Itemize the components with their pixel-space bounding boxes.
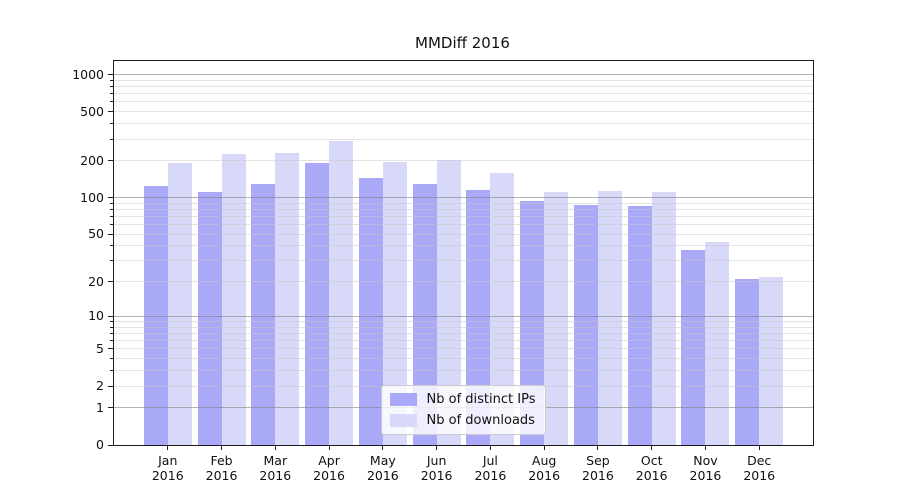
x-tick-label: Sep 2016: [582, 453, 614, 483]
x-tick-label: Dec 2016: [743, 453, 776, 483]
bar-distinct_ips-oct: [627, 206, 652, 445]
legend: Nb of distinct IPs Nb of downloads: [380, 385, 547, 435]
bar-distinct_ips-feb: [197, 191, 222, 445]
y-tick-label: 20: [88, 273, 104, 289]
y-minor-tick-mark: [110, 321, 113, 323]
y-minor-tick-mark: [110, 79, 113, 81]
legend-label-distinct-ips: Nb of distinct IPs: [426, 392, 536, 407]
bar-distinct_ips-nov: [681, 250, 706, 445]
y-tick-label: 1: [96, 399, 104, 415]
x-tick-label: Mar 2016: [259, 453, 292, 483]
y-tick-label: 5: [96, 340, 104, 356]
y-minor-tick-mark: [110, 202, 113, 204]
x-tick-mark: [274, 446, 276, 450]
y-minor-tick-mark: [110, 340, 113, 342]
x-tick-label: Jan 2016: [151, 453, 184, 483]
y-minor-tick-mark: [110, 138, 113, 140]
x-tick-mark: [328, 446, 330, 450]
bar-downloads-aug: [544, 192, 569, 445]
y-tick-label: 2: [96, 378, 104, 394]
y-tick-label: 200: [80, 152, 104, 168]
plot-area: Nb of distinct IPs Nb of downloads 0 1 2 5 1…: [72, 60, 814, 483]
y-tick-mark: [108, 197, 113, 199]
y-tick-mark: [108, 407, 113, 409]
x-tick-mark: [758, 446, 760, 450]
y-tick-label: 100: [80, 189, 104, 205]
y-minor-tick-mark: [110, 215, 113, 217]
x-tick-label: May 2016: [366, 453, 399, 483]
y-tick-label: 50: [88, 226, 104, 242]
y-minor-tick-mark: [110, 260, 113, 262]
bar-distinct_ips-apr: [305, 163, 330, 445]
x-tick-mark: [489, 446, 491, 450]
y-tick-mark: [108, 160, 113, 162]
y-tick-label: 10: [88, 308, 104, 324]
y-minor-tick-mark: [110, 326, 113, 328]
bar-downloads-apr: [329, 140, 354, 445]
bar-downloads-mar: [275, 153, 300, 445]
x-tick-mark: [704, 446, 706, 450]
x-tick-mark: [597, 446, 599, 450]
x-tick-mark: [436, 446, 438, 450]
y-tick-label: 500: [80, 103, 104, 119]
x-tick-label: Apr 2016: [313, 453, 345, 483]
y-tick-mark: [108, 111, 113, 113]
legend-row-distinct-ips: Nb of distinct IPs: [389, 392, 536, 407]
bar-downloads-dec: [759, 276, 784, 445]
chart-title: MMDiff 2016: [415, 34, 510, 52]
x-tick-label: Jul 2016: [474, 453, 507, 483]
x-tick-label: Nov 2016: [689, 453, 722, 483]
bar-downloads-feb: [221, 153, 246, 445]
legend-swatch-distinct-ips: [389, 393, 417, 406]
y-minor-tick-mark: [110, 358, 113, 360]
y-tick-mark: [108, 233, 113, 235]
y-minor-tick-mark: [110, 370, 113, 372]
bar-downloads-oct: [651, 192, 676, 445]
bar-distinct_ips-dec: [735, 279, 760, 445]
x-tick-label: Feb 2016: [205, 453, 238, 483]
y-tick-mark: [108, 74, 113, 76]
y-tick-mark: [108, 315, 113, 317]
legend-row-downloads: Nb of downloads: [389, 413, 536, 428]
x-tick-label: Oct 2016: [635, 453, 668, 483]
x-tick-label: Aug 2016: [528, 453, 561, 483]
legend-label-downloads: Nb of downloads: [426, 413, 535, 428]
x-tick-mark: [651, 446, 653, 450]
y-tick-mark: [108, 444, 113, 446]
x-tick-mark: [221, 446, 223, 450]
y-minor-tick-mark: [110, 208, 113, 210]
bar-downloads-nov: [705, 242, 730, 445]
y-tick-mark: [108, 348, 113, 350]
y-tick-mark: [108, 281, 113, 283]
y-minor-tick-mark: [110, 123, 113, 125]
y-minor-tick-mark: [110, 101, 113, 103]
y-tick-label: 0: [96, 437, 104, 452]
y-minor-tick-mark: [110, 245, 113, 247]
bar-distinct_ips-sep: [573, 205, 598, 445]
y-minor-tick-mark: [110, 333, 113, 334]
y-minor-tick-mark: [110, 224, 113, 226]
x-tick-label: Jun 2016: [420, 453, 453, 483]
y-tick-mark: [108, 385, 113, 387]
bar-downloads-jan: [167, 163, 192, 445]
bar-distinct_ips-mar: [251, 183, 276, 445]
bar-distinct_ips-jan: [143, 186, 168, 445]
bar-distinct_ips-may: [358, 178, 383, 445]
x-tick-mark: [543, 446, 545, 450]
y-tick-label: 1000: [72, 66, 104, 82]
y-minor-tick-mark: [110, 93, 113, 95]
x-tick-mark: [167, 446, 169, 450]
x-tick-mark: [382, 446, 384, 450]
y-minor-tick-mark: [110, 86, 113, 88]
bar-downloads-sep: [597, 191, 622, 445]
legend-swatch-downloads: [389, 414, 417, 427]
